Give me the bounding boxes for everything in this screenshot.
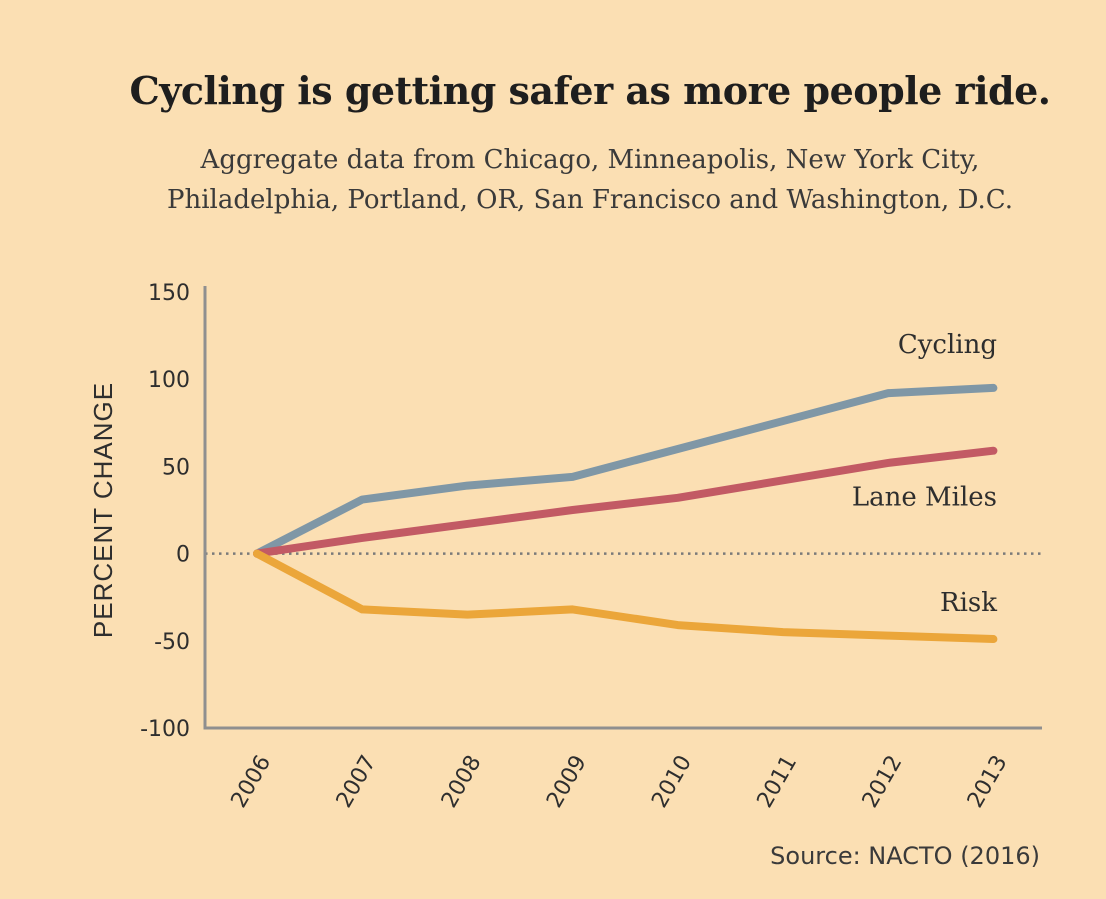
y-tick-label: 0 bbox=[176, 543, 190, 568]
x-tick-label: 2008 bbox=[437, 751, 487, 812]
series-line-risk bbox=[253, 549, 998, 644]
y-tick-label: 150 bbox=[148, 281, 190, 306]
series-label-cycling: Cycling bbox=[898, 330, 997, 360]
y-tick-label: -100 bbox=[140, 717, 190, 742]
series-label-lane-miles: Lane Miles bbox=[852, 483, 997, 513]
chart-subtitle-line-2: Philadelphia, Portland, OR, San Francisc… bbox=[166, 185, 1013, 215]
x-tick-label: 2006 bbox=[227, 751, 277, 812]
y-tick-label: 100 bbox=[148, 368, 190, 393]
series-labels: Cycling Lane Miles Risk bbox=[852, 330, 997, 618]
x-tick-label: 2011 bbox=[753, 751, 803, 812]
x-tick-label: 2009 bbox=[542, 751, 592, 812]
x-tick-labels: 2006 2007 2008 2009 2010 2011 2012 2013 bbox=[227, 751, 1013, 812]
x-tick-label: 2010 bbox=[647, 751, 697, 812]
chart-title: Cycling is getting safer as more people … bbox=[129, 68, 1052, 113]
y-tick-label: -50 bbox=[154, 630, 190, 655]
series-line-lane-miles bbox=[253, 446, 998, 558]
y-axis-label: PERCENT CHANGE bbox=[88, 382, 118, 638]
series-lines bbox=[253, 383, 998, 644]
series-line-cycling bbox=[253, 383, 998, 558]
x-tick-label: 2012 bbox=[858, 751, 908, 812]
source-note: Source: NACTO (2016) bbox=[770, 842, 1040, 870]
x-tick-label: 2007 bbox=[332, 751, 382, 812]
x-tick-label: 2013 bbox=[963, 751, 1013, 812]
y-tick-labels: 150 100 50 0 -50 -100 bbox=[140, 281, 190, 742]
series-label-risk: Risk bbox=[940, 588, 997, 618]
y-tick-label: 50 bbox=[162, 455, 190, 480]
axes bbox=[203, 286, 1042, 730]
chart-subtitle-line-1: Aggregate data from Chicago, Minneapolis… bbox=[200, 145, 980, 175]
